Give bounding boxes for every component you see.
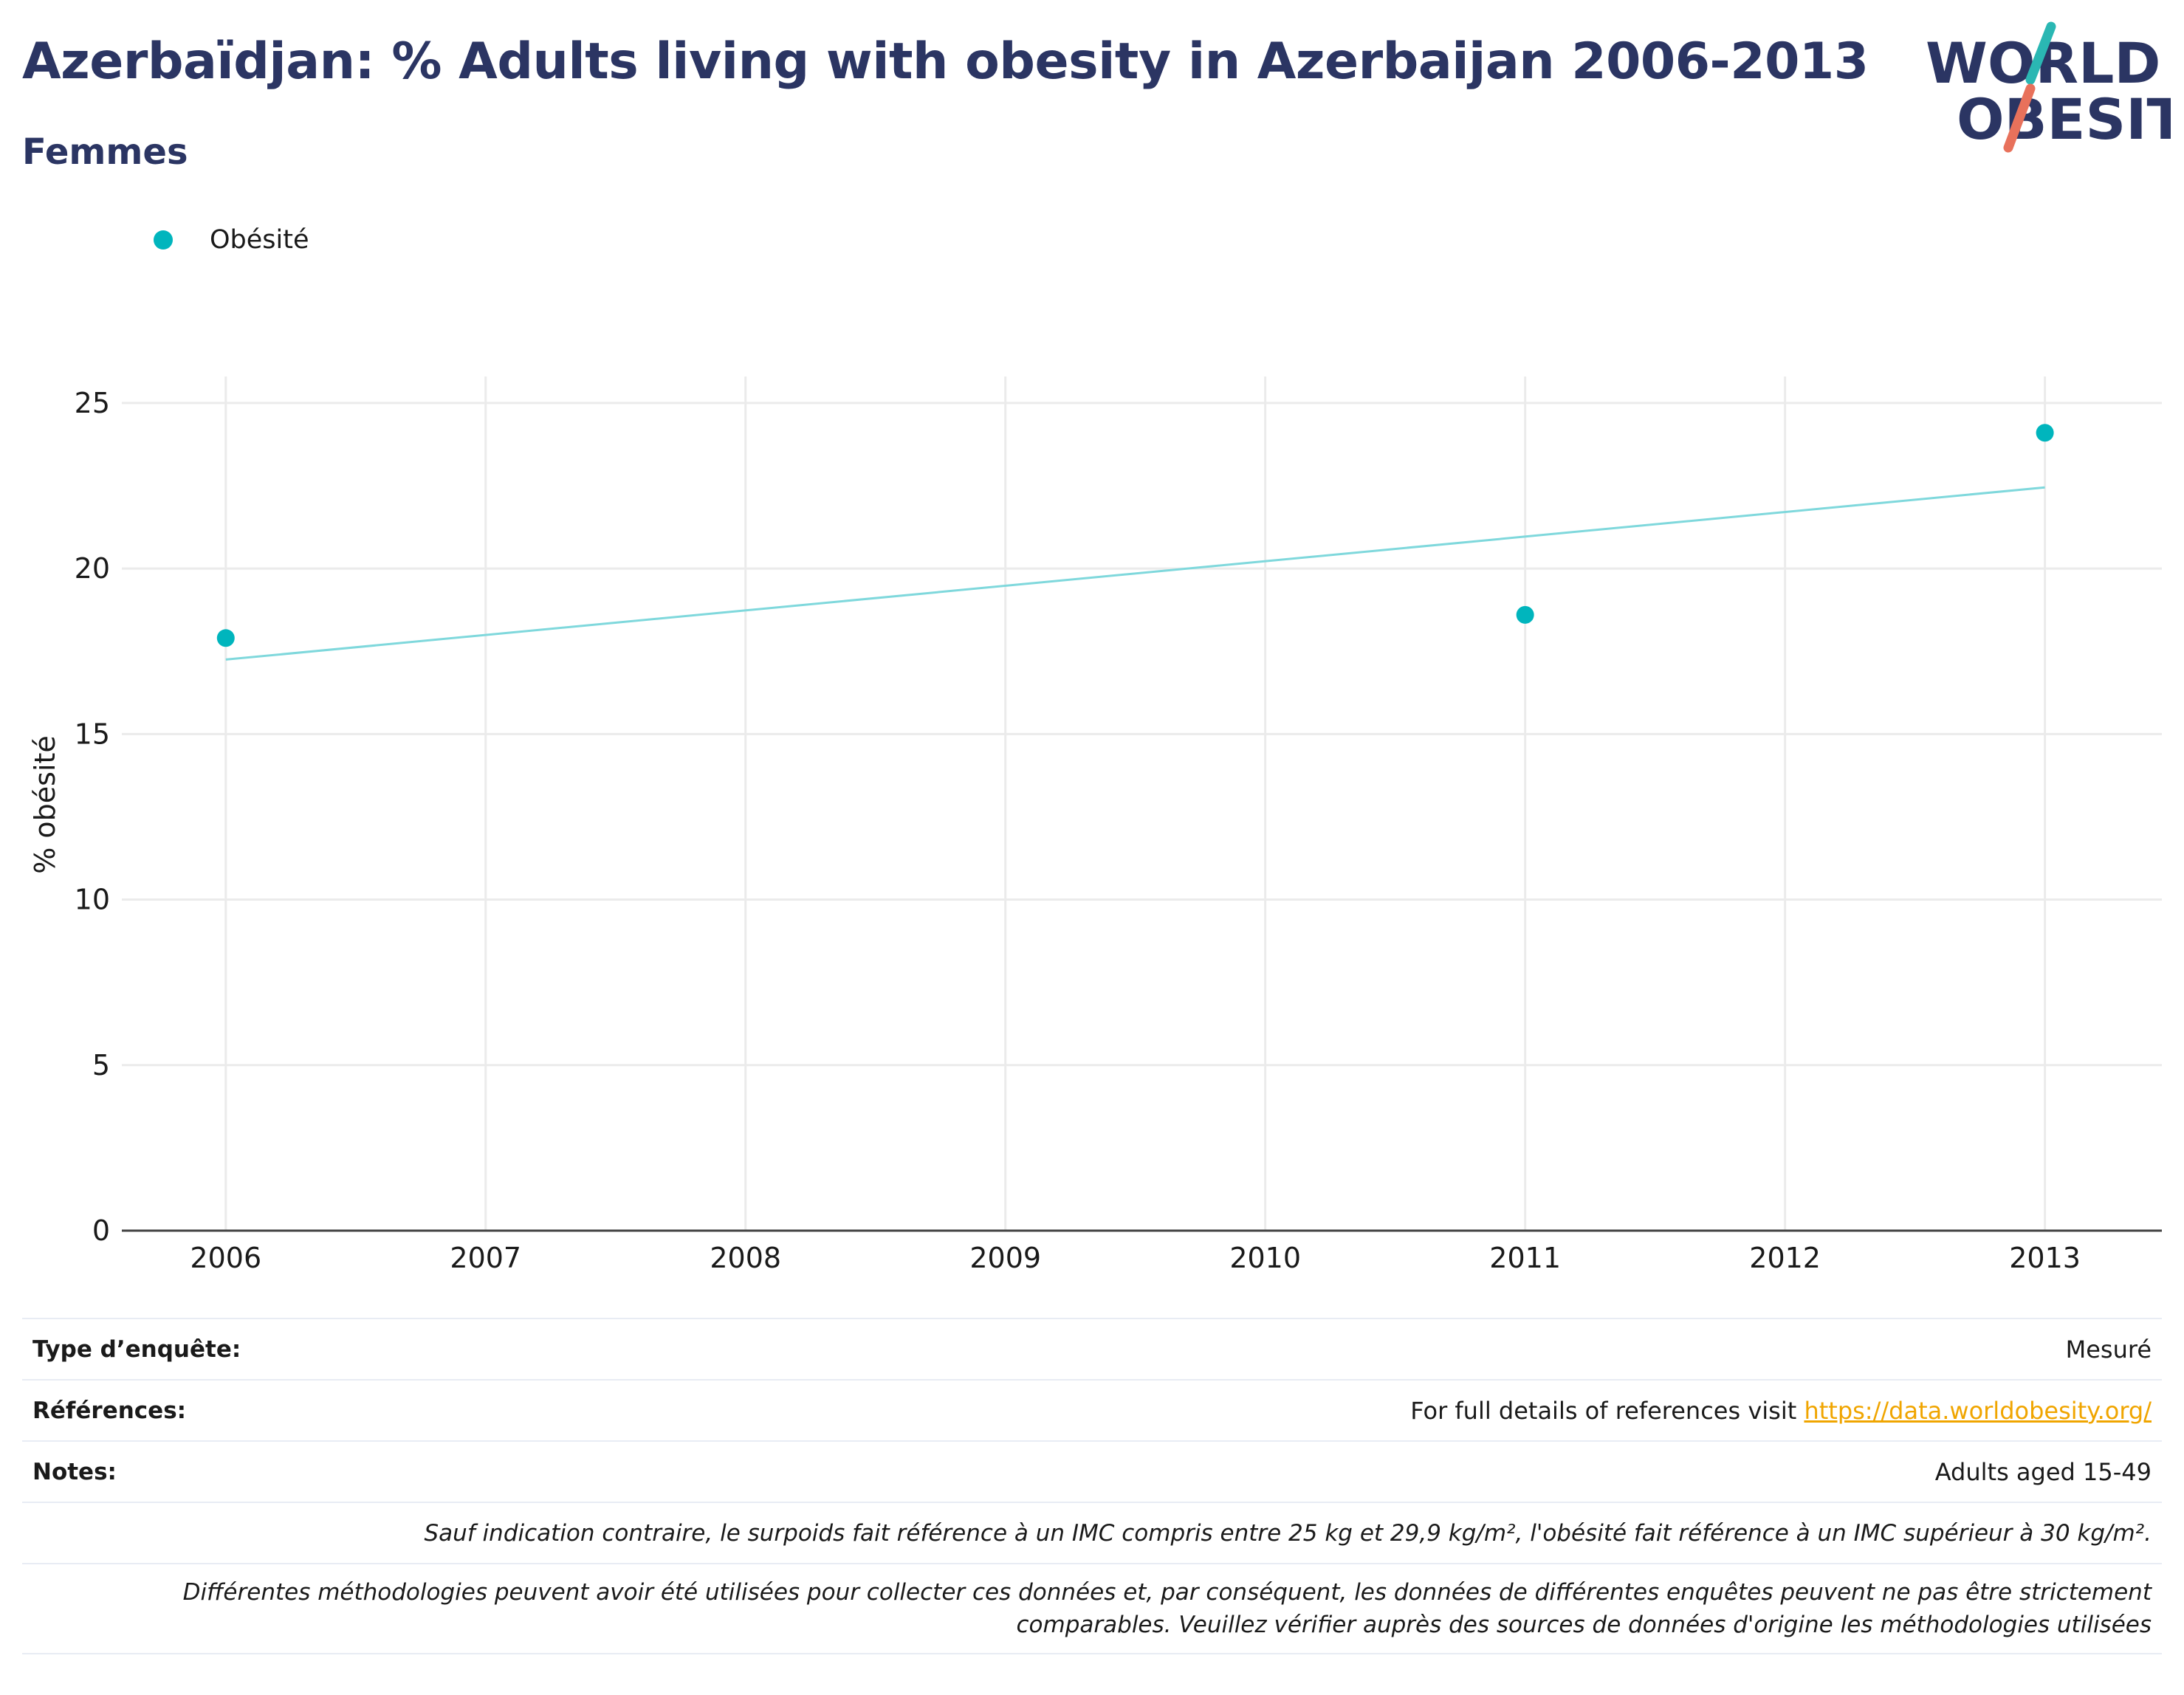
definition-note: Sauf indication contraire, le surpoids f… (424, 1519, 2152, 1547)
y-tick-label: 15 (75, 718, 110, 750)
notes-label: Notes: (32, 1458, 117, 1485)
info-row-methodology: Différentes méthodologies peuvent avoir … (22, 1563, 2162, 1654)
y-tick-label: 20 (75, 552, 110, 585)
y-tick-label: 25 (75, 387, 110, 419)
x-tick-label: 2009 (969, 1242, 1041, 1270)
references-text: For full details of references visit (1410, 1396, 1797, 1425)
survey-type-label: Type d’enquête: (32, 1335, 241, 1363)
info-table: Type d’enquête: Mesuré Références: For f… (22, 1318, 2162, 1654)
legend-marker-obesity (154, 230, 173, 250)
survey-type-value: Mesuré (2065, 1335, 2152, 1364)
chart-subtitle: Femmes (22, 131, 188, 173)
x-tick-label: 2007 (450, 1242, 521, 1270)
info-row-survey-type: Type d’enquête: Mesuré (22, 1318, 2162, 1379)
logo-text-obesity: OBESITY (1957, 86, 2171, 152)
x-tick-label: 2011 (1489, 1242, 1561, 1270)
y-tick-label: 0 (92, 1214, 110, 1247)
x-tick-label: 2006 (190, 1242, 261, 1270)
x-tick-label: 2008 (710, 1242, 781, 1270)
references-value: For full details of references visit htt… (1410, 1397, 2152, 1425)
logo-teal-slash (2025, 21, 2056, 85)
points-layer (216, 424, 2054, 647)
data-point-obesity (216, 629, 235, 647)
info-row-definition: Sauf indication contraire, le surpoids f… (22, 1502, 2162, 1563)
obesity-scatter-chart: 2006 2007 2008 2009 2010 2011 2012 2013 0 5 10 15 20… (29, 377, 2162, 1270)
x-tick-label: 2010 (1229, 1242, 1301, 1270)
notes-value: Adults aged 15-49 (1934, 1457, 2152, 1486)
y-tick-label: 5 (92, 1049, 110, 1082)
info-row-notes: Notes: Adults aged 15-49 (22, 1440, 2162, 1502)
data-point-obesity (2036, 424, 2054, 442)
data-point-obesity (1516, 605, 1534, 624)
chart-legend: Obésité (154, 221, 309, 258)
chart-axes: 2006 2007 2008 2009 2010 2011 2012 2013 0 5 10 15 20… (75, 387, 2162, 1270)
y-axis-title: % obésité (29, 735, 61, 874)
logo-coral-slash (2003, 83, 2036, 153)
x-tick-label: 2013 (2009, 1242, 2081, 1270)
methodology-note-line1: Différentes méthodologies peuvent avoir … (182, 1579, 2152, 1606)
methodology-note-line2: comparables. Veuillez vérifier auprès de… (1016, 1612, 2152, 1638)
references-label: Références: (32, 1397, 187, 1424)
info-row-references: Références: For full details of referenc… (22, 1379, 2162, 1440)
world-obesity-logo: WORLD OBESITY (1926, 21, 2171, 153)
trend-line (225, 486, 2045, 661)
x-tick-label: 2012 (1749, 1242, 1821, 1270)
legend-label-obesity: Obésité (210, 225, 309, 255)
references-link[interactable]: https://data.worldobesity.org/ (1804, 1396, 2152, 1425)
y-tick-label: 10 (75, 884, 110, 916)
methodology-note: Différentes méthodologies peuvent avoir … (183, 1576, 2152, 1641)
chart-grid (122, 377, 2162, 1231)
trendline-layer (225, 486, 2045, 661)
chart-title: Azerbaïdjan: % Adults living with obesit… (22, 32, 1869, 91)
